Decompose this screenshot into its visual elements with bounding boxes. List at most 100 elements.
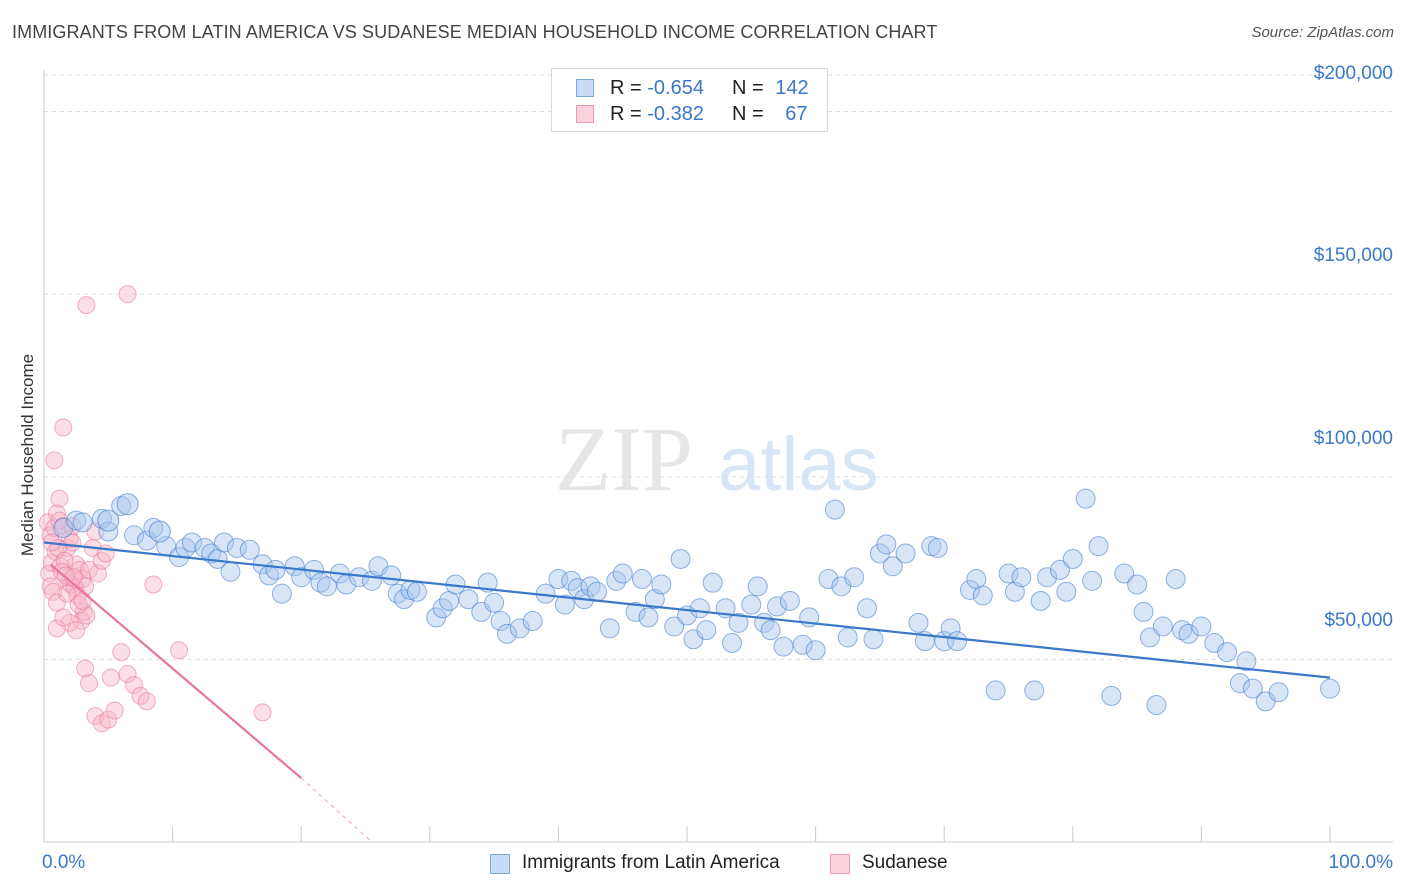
latin-america-point xyxy=(291,567,312,588)
watermark-zip: ZIP xyxy=(555,408,693,510)
stats-row-sudanese: R = -0.382 N = 67 xyxy=(552,103,827,127)
y-tick-label: $200,000 xyxy=(1313,62,1393,84)
latin-america-point xyxy=(1236,651,1257,672)
sudanese-point xyxy=(105,701,124,720)
sudanese-point xyxy=(118,664,137,683)
latin-america-point xyxy=(1127,574,1148,595)
latin-america-point xyxy=(959,579,980,600)
latin-america-point xyxy=(226,537,247,558)
latin-america-point xyxy=(689,598,710,619)
latin-america-point xyxy=(265,559,286,580)
latin-america-point xyxy=(625,601,646,622)
sudanese-point xyxy=(80,674,99,693)
latin-america-point xyxy=(490,611,511,632)
latin-america-point xyxy=(148,520,171,543)
latin-america-point xyxy=(921,536,942,557)
latin-america-point xyxy=(818,569,839,590)
latin-america-point xyxy=(696,620,717,641)
x-tick-max: 100.0% xyxy=(1328,852,1393,873)
legend-swatch-sudanese xyxy=(830,854,850,874)
latin-america-point xyxy=(644,589,665,610)
stats-swatch-latin-america xyxy=(576,79,594,97)
latin-america-point xyxy=(554,594,575,615)
latin-america-point xyxy=(522,611,543,632)
sudanese-point xyxy=(45,451,64,470)
latin-america-point xyxy=(72,512,93,533)
stats-n-value: 67 xyxy=(785,103,808,125)
latin-america-point xyxy=(194,537,215,558)
latin-america-point xyxy=(651,574,672,595)
latin-america-point xyxy=(239,539,260,560)
stats-row-latin-america: R = -0.654 N = 142 xyxy=(552,77,827,101)
stats-n-latin-america: N = 142 xyxy=(732,77,809,100)
latin-america-point xyxy=(1320,678,1340,699)
sudanese-point xyxy=(253,703,272,722)
latin-america-point xyxy=(824,499,845,520)
latin-america-point xyxy=(1172,620,1193,641)
latin-america-point xyxy=(1037,567,1058,588)
latin-america-point xyxy=(1030,590,1051,611)
stats-n-value: 142 xyxy=(775,77,809,99)
latin-america-point xyxy=(664,616,685,637)
latin-america-point xyxy=(496,623,517,644)
latin-america-point xyxy=(1088,536,1109,557)
latin-america-point xyxy=(895,543,916,564)
latin-america-point xyxy=(1056,581,1077,602)
latin-america-point xyxy=(792,634,813,655)
sudanese-point xyxy=(73,591,92,610)
latin-america-point xyxy=(271,583,292,604)
legend-item-latin-america[interactable]: Immigrants from Latin America xyxy=(490,852,810,876)
latin-america-point xyxy=(1152,616,1173,637)
sudanese-point xyxy=(144,575,163,594)
sudanese-point xyxy=(137,692,156,711)
latin-america-point xyxy=(805,640,826,661)
latin-america-point xyxy=(1242,678,1263,699)
latin-america-points xyxy=(53,488,1340,716)
stats-r-sudanese: R = -0.382 xyxy=(610,103,704,126)
latin-america-point xyxy=(406,581,427,602)
latin-america-point xyxy=(631,569,652,590)
sudanese-point xyxy=(101,668,120,687)
latin-america-point xyxy=(310,572,331,593)
sudanese-point xyxy=(47,619,66,638)
latin-america-point xyxy=(1133,601,1154,622)
sudanese-point xyxy=(170,641,189,660)
latin-america-point xyxy=(1082,570,1103,591)
sudanese-point xyxy=(44,582,63,601)
sudanese-point xyxy=(125,675,144,694)
latin-america-point xyxy=(53,517,74,538)
latin-america-point xyxy=(837,627,858,648)
chart-title: IMMIGRANTS FROM LATIN AMERICA VS SUDANES… xyxy=(12,22,938,42)
latin-america-point xyxy=(1229,673,1250,694)
latin-america-point xyxy=(1165,569,1186,590)
latin-america-point xyxy=(1114,563,1135,584)
latin-america-point xyxy=(947,631,968,652)
sudanese-point xyxy=(50,489,69,508)
legend-label-sudanese: Sudanese xyxy=(862,852,948,873)
latin-america-point xyxy=(484,592,505,613)
latin-america-point xyxy=(779,590,800,611)
latin-america-point xyxy=(908,612,929,633)
stats-r-latin-america: R = -0.654 xyxy=(610,77,704,100)
axes xyxy=(43,70,1393,843)
y-tick-label: $50,000 xyxy=(1324,610,1393,632)
latin-america-point xyxy=(760,620,781,641)
sudanese-point xyxy=(54,608,73,627)
latin-america-point xyxy=(284,556,305,577)
latin-america-point xyxy=(509,618,530,639)
latin-america-point xyxy=(201,543,222,564)
latin-america-point xyxy=(116,493,139,516)
latin-america-point xyxy=(741,594,762,615)
legend-item-sudanese[interactable]: Sudanese xyxy=(830,852,970,876)
legend-swatch-latin-america xyxy=(490,854,510,874)
stats-r-value: -0.382 xyxy=(647,103,704,125)
stats-swatch-sudanese xyxy=(576,105,594,123)
sudanese-point xyxy=(118,285,137,304)
sudanese-point xyxy=(55,551,74,570)
latin-america-point xyxy=(458,589,479,610)
latin-america-point xyxy=(1268,682,1289,703)
y-tick-label: $100,000 xyxy=(1313,427,1393,449)
sudanese-point xyxy=(112,643,131,662)
gridlines xyxy=(44,74,1393,660)
sudanese-point xyxy=(80,560,99,579)
